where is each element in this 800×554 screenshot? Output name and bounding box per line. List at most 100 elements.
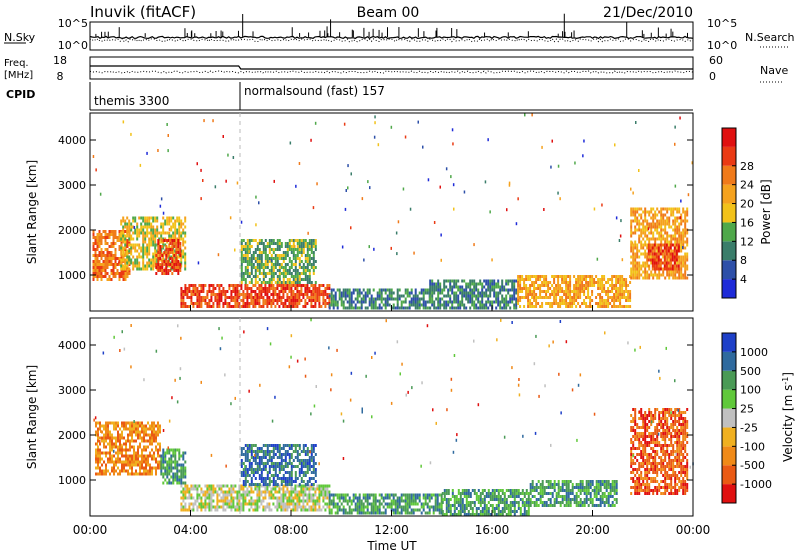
heatmap-cell — [94, 269, 97, 272]
heatmap-cell — [114, 266, 117, 269]
heatmap-cell — [106, 272, 109, 275]
heatmap-cell — [113, 436, 115, 440]
heatmap-cell — [95, 451, 97, 455]
heatmap-cell — [294, 450, 297, 453]
heatmap-cell — [264, 487, 267, 491]
heatmap-cell — [686, 255, 689, 259]
heatmap-cell — [284, 490, 287, 494]
heatmap-cell — [278, 293, 281, 296]
heatmap-cell — [298, 263, 301, 266]
heatmap-cell — [144, 249, 147, 253]
heatmap-cell — [652, 207, 655, 211]
heatmap-cell — [650, 222, 653, 226]
heatmap-cell — [280, 480, 283, 483]
heatmap-cell — [649, 246, 652, 250]
heatmap-cell — [587, 293, 590, 296]
heatmap-cell — [671, 267, 674, 271]
heatmap-cell — [390, 291, 393, 295]
heatmap-cell — [284, 471, 287, 474]
heatmap-cell — [274, 447, 277, 450]
scatter-cell — [601, 203, 603, 207]
heatmap-cell — [640, 216, 643, 220]
heatmap-cell — [132, 237, 135, 241]
heatmap-cell — [284, 450, 287, 453]
heatmap-cell — [136, 231, 139, 235]
heatmap-cell — [130, 228, 133, 232]
heatmap-cell — [314, 287, 317, 290]
heatmap-cell — [266, 299, 269, 302]
freq-panel: Freq. [MHz] 18 8 60 0 Nave — [4, 54, 788, 83]
heatmap-cell — [646, 243, 649, 247]
heatmap-cell — [414, 297, 417, 301]
scatter-cell — [473, 243, 475, 247]
heatmap-cell — [222, 502, 225, 506]
heatmap-cell — [541, 275, 544, 278]
heatmap-cell — [320, 293, 323, 296]
heatmap-cell — [406, 294, 409, 298]
heatmap-cell — [175, 257, 178, 260]
heatmap-cell — [412, 303, 415, 307]
heatmap-cell — [137, 463, 139, 467]
heatmap-cell — [300, 480, 303, 483]
heatmap-cell — [119, 451, 121, 455]
heatmap-cell — [142, 228, 145, 232]
heatmap-cell — [123, 421, 125, 425]
heatmap-cell — [92, 254, 95, 257]
heatmap-cell — [246, 284, 249, 287]
heatmap-cell — [656, 231, 659, 235]
heatmap-cell — [196, 493, 199, 497]
heatmap-cell — [284, 465, 287, 468]
heatmap-cell — [312, 465, 315, 468]
heatmap-cell — [188, 290, 191, 293]
heatmap-cell — [160, 225, 163, 229]
scatter-cell — [427, 178, 430, 182]
heatmap-cell — [308, 496, 311, 500]
heatmap-cell — [573, 287, 576, 290]
heatmap-cell — [356, 505, 359, 509]
heatmap-cell — [314, 499, 317, 503]
heatmap-cell — [274, 266, 277, 269]
heatmap-cell — [308, 290, 311, 293]
heatmap-cell — [254, 260, 257, 263]
heatmap-cell — [658, 276, 661, 280]
heatmap-cell — [545, 281, 548, 284]
heatmap-cell — [212, 487, 215, 491]
heatmap-cell — [192, 290, 195, 293]
heatmap-cell — [109, 445, 111, 449]
heatmap-cell — [302, 278, 305, 281]
heatmap-cell — [242, 490, 245, 494]
heatmap-cell — [433, 303, 436, 307]
heatmap-cell — [182, 481, 185, 485]
heatmap-cell — [451, 279, 454, 283]
heatmap-cell — [310, 450, 313, 453]
heatmap-cell — [668, 222, 671, 226]
heatmap-cell — [525, 287, 528, 290]
heatmap-cell — [294, 496, 297, 500]
heatmap-cell — [150, 267, 153, 271]
heatmap-cell — [613, 287, 616, 290]
scatter-cell — [369, 186, 371, 190]
heatmap-cell — [682, 234, 685, 238]
heatmap-cell — [240, 242, 243, 245]
heatmap-cell — [368, 297, 371, 301]
heatmap-cell — [302, 508, 305, 512]
heatmap-cell — [304, 260, 307, 263]
heatmap-cell — [362, 297, 365, 301]
freq-tick-top: 18 — [53, 54, 67, 67]
heatmap-cell — [131, 472, 133, 476]
heatmap-cell — [374, 303, 377, 307]
heatmap-cell — [200, 302, 203, 305]
heatmap-cell — [224, 302, 227, 305]
heatmap-cell — [312, 296, 315, 299]
heatmap-cell — [455, 306, 458, 310]
heatmap-cell — [146, 264, 149, 268]
heatmap-cell — [644, 264, 647, 268]
heatmap-cell — [159, 245, 162, 248]
heatmap-cell — [402, 306, 405, 310]
heatmap-cell — [272, 248, 275, 251]
heatmap-cell — [178, 469, 181, 473]
heatmap-cell — [294, 281, 297, 284]
heatmap-cell — [636, 216, 639, 220]
heatmap-cell — [270, 450, 273, 453]
heatmap-cell — [260, 257, 263, 260]
